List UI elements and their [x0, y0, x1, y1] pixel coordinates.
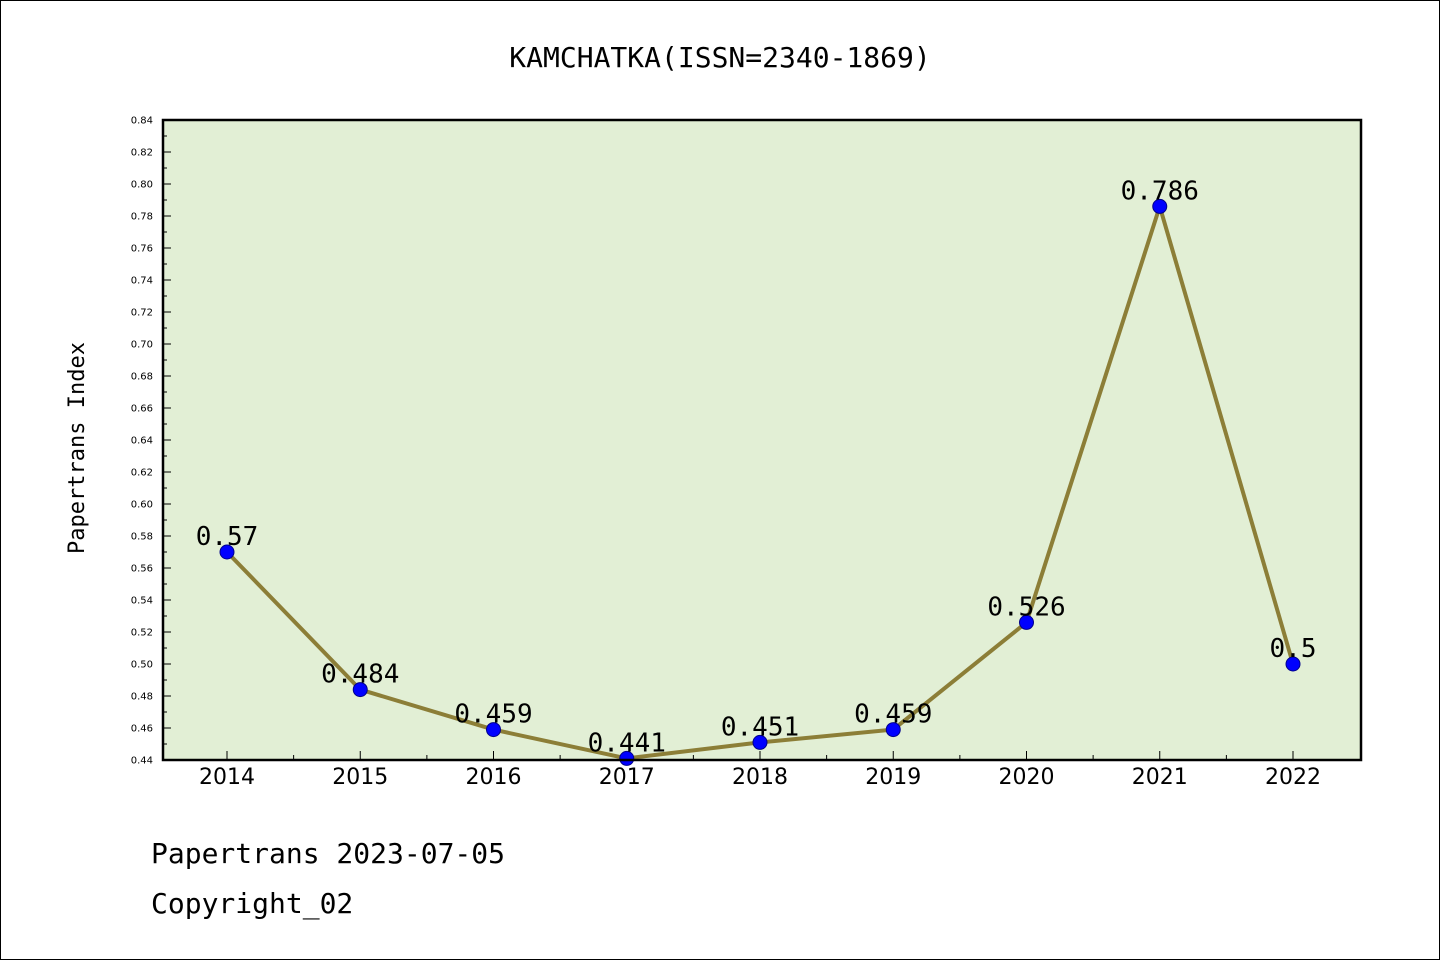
footer-copyright-text: Copyright_02 — [151, 887, 354, 920]
y-tick-label: 0.46 — [131, 724, 153, 735]
y-tick-label: 0.60 — [131, 500, 153, 511]
data-point-marker — [1019, 614, 1034, 630]
y-tick-label: 0.76 — [131, 244, 153, 255]
plot-frame — [161, 118, 1363, 762]
y-tick-label: 0.70 — [131, 340, 153, 351]
y-tick-label: 0.56 — [131, 564, 153, 575]
data-value-label: 0.451 — [721, 712, 799, 742]
y-tick-label: 0.64 — [131, 436, 153, 447]
x-tick-label: 2018 — [732, 765, 788, 790]
data-point-marker — [219, 544, 235, 560]
y-axis-title: Papertrans Index — [65, 342, 90, 554]
plot-area — [163, 120, 1361, 760]
data-value-label: 0.441 — [588, 728, 666, 758]
data-labels: 0.57 0.484 0.459 0.441 0.451 0.459 0.526 0.786 0… — [196, 176, 1317, 758]
data-point-marker — [619, 750, 635, 766]
data-value-label: 0.459 — [454, 700, 532, 730]
y-tick-label: 0.62 — [131, 468, 153, 479]
footer-date-text: Papertrans 2023-07-05 — [151, 837, 506, 870]
chart-title: KAMCHATKA(ISSN=2340-1869) — [509, 41, 930, 74]
x-tick-label: 2016 — [466, 765, 522, 790]
data-value-label: 0.57 — [196, 522, 259, 552]
y-tick-label: 0.44 — [131, 756, 153, 767]
data-value-label: 0.459 — [854, 700, 932, 730]
data-point-marker — [752, 734, 768, 750]
y-tick-label: 0.84 — [131, 116, 153, 127]
x-tick-label: 2014 — [199, 765, 255, 790]
y-tick-label: 0.52 — [131, 628, 153, 639]
data-value-label: 0.5 — [1270, 634, 1317, 664]
y-tick-label: 0.68 — [131, 372, 153, 383]
x-tick-label: 2020 — [999, 765, 1055, 790]
y-tick-label: 0.82 — [131, 148, 153, 159]
data-value-label: 0.526 — [987, 592, 1065, 622]
y-tick-label: 0.54 — [131, 596, 153, 607]
y-tick-label: 0.72 — [131, 308, 153, 319]
x-tick-label: 2021 — [1132, 765, 1188, 790]
y-tick-label: 0.58 — [131, 532, 153, 543]
data-point-marker — [352, 682, 368, 698]
x-tick-label: 2015 — [332, 765, 388, 790]
x-tick-label: 2022 — [1265, 765, 1321, 790]
y-tick-label: 0.80 — [131, 180, 153, 191]
data-point-marker — [1285, 656, 1301, 672]
y-tick-label: 0.74 — [131, 276, 153, 287]
y-tick-label: 0.48 — [131, 692, 153, 703]
data-value-label: 0.786 — [1121, 176, 1199, 206]
y-tick-label: 0.66 — [131, 404, 153, 415]
data-point-marker — [1152, 198, 1168, 214]
data-value-label: 0.484 — [321, 660, 399, 690]
x-tick-label: 2019 — [865, 765, 921, 790]
data-markers — [219, 198, 1301, 766]
x-axis: 2014 2015 2016 2017 2018 2019 2020 2021 2022 — [199, 751, 1321, 790]
data-point-marker — [885, 722, 901, 738]
x-tick-label: 2017 — [599, 765, 655, 790]
y-tick-label: 0.78 — [131, 212, 153, 223]
data-point-marker — [486, 722, 501, 738]
y-tick-label: 0.50 — [131, 660, 153, 671]
